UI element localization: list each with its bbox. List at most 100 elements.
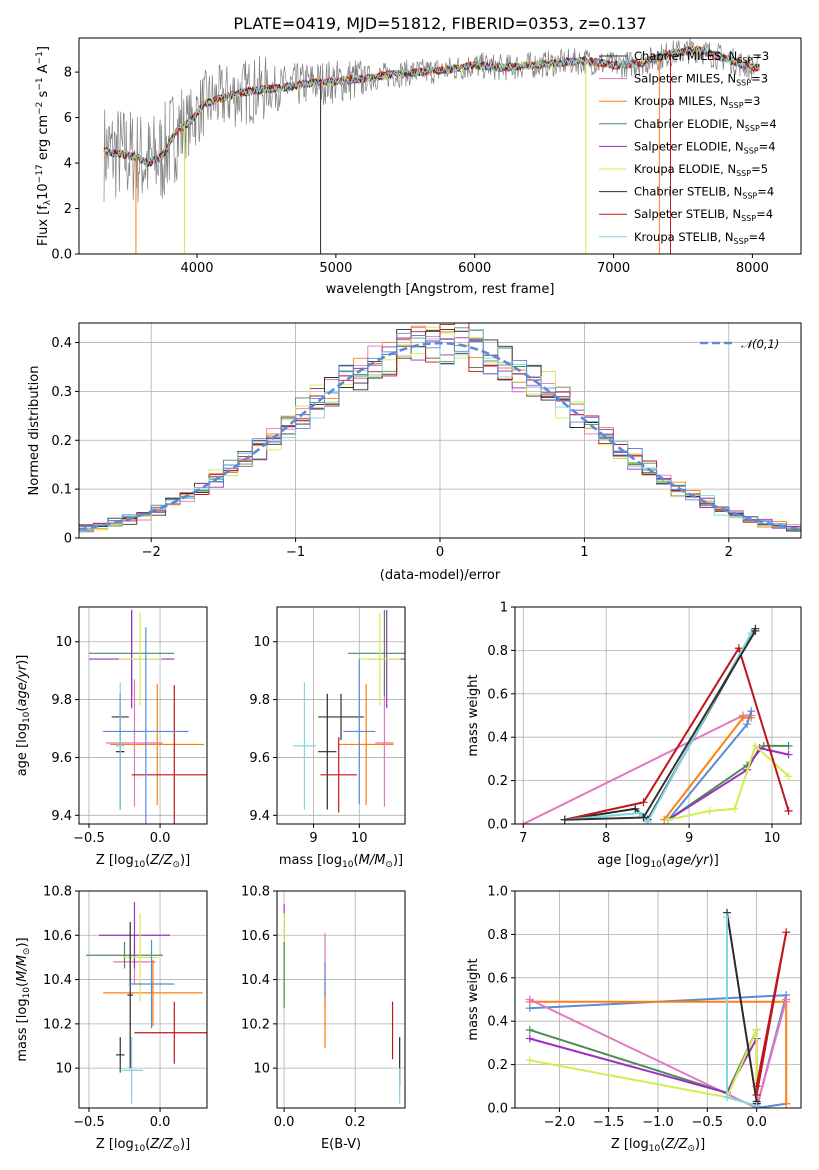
y-tick-label: 0.0 xyxy=(487,818,508,833)
series-marker xyxy=(784,806,793,815)
y-axis-label: Normed distribution xyxy=(27,366,42,496)
legend-label: Kroupa ELODIE, NSSP=5 xyxy=(634,162,768,178)
x-tick-label: 0.0 xyxy=(274,1115,295,1130)
x-tick-label: 8000 xyxy=(736,261,769,276)
x-tick-label: 8 xyxy=(602,831,610,846)
series-marker xyxy=(631,804,640,813)
y-axis-label: mass [log10(M/M⊙)] xyxy=(15,937,32,1061)
x-tick-label: 0.0 xyxy=(150,831,171,846)
series-marker xyxy=(635,809,644,818)
series-marker xyxy=(723,913,732,922)
y-tick-label: 0.8 xyxy=(487,928,508,943)
legend-label: Chabrier MILES, NSSP=3 xyxy=(634,49,769,65)
series-marker xyxy=(752,1090,761,1099)
y-tick-label: 0 xyxy=(64,532,72,547)
series-marker xyxy=(525,995,534,1004)
y-tick-label: 0.2 xyxy=(487,1058,508,1073)
series-marker xyxy=(784,741,793,750)
errorbar-kroupa-stelib xyxy=(293,682,316,810)
y-tick-label: 10.2 xyxy=(241,1017,270,1032)
y-tick-label: 10 xyxy=(55,635,72,650)
x-tick-label: 6000 xyxy=(458,261,491,276)
x-tick-label: 0.0 xyxy=(150,1115,171,1130)
y-tick-label: 10 xyxy=(55,1062,72,1077)
series-chabrier-stelib xyxy=(560,624,760,824)
x-tick-label: −1.5 xyxy=(593,1115,625,1130)
legend-label: Salpeter ELODIE, NSSP=4 xyxy=(634,139,776,155)
series-marker xyxy=(738,713,747,722)
errorbar-chabrier-miles xyxy=(318,693,364,741)
legend-label: 𝒩(0,1) xyxy=(741,337,779,351)
y-tick-label: 10.8 xyxy=(43,885,72,900)
series-kroupa-elodie xyxy=(664,741,793,824)
plot-area-mass_vs_EBV xyxy=(283,904,401,1104)
series-marker xyxy=(525,1025,534,1034)
y-tick-label: 9.8 xyxy=(51,693,72,708)
series-marker xyxy=(751,741,760,750)
errorbar-blue xyxy=(343,659,376,804)
series-marker xyxy=(747,707,756,716)
x-tick-label: 4000 xyxy=(180,261,213,276)
panel-mass_vs_Z: −0.5 0.0 10 10.2 10.4 10.6 10.8 Z [log10(Z/Z⊙)]… xyxy=(15,885,208,1154)
y-tick-label: 0.2 xyxy=(487,774,508,789)
series-marker xyxy=(639,813,648,822)
series-marker xyxy=(782,928,791,937)
series-salpeter-miles xyxy=(525,995,791,1108)
axes-frame xyxy=(78,37,802,255)
panel-weight_vs_age: 7 8 9 10 0.0 0.2 0.4 0.6 0.8 1 mass weight age [log… xyxy=(466,601,802,870)
plot-area-weight_vs_age xyxy=(519,624,793,824)
plot-area-weight_vs_Z xyxy=(525,908,791,1108)
errorbar-chabrier-miles xyxy=(115,1037,125,1073)
legend-label: Salpeter MILES, NSSP=3 xyxy=(634,72,768,88)
x-axis-label: E(B-V) xyxy=(321,1137,361,1152)
series-marker xyxy=(639,798,648,807)
y-tick-label: 0.4 xyxy=(487,731,508,746)
series-marker xyxy=(560,815,569,824)
series-marker xyxy=(752,1025,761,1034)
y-tick-label: 0.2 xyxy=(51,434,72,449)
panel-age_vs_Z: −0.5 0.0 9.4 9.6 9.8 10 Z [log10(Z/Z⊙)] age [lo… xyxy=(15,606,208,870)
legend-label: Kroupa STELIB, NSSP=4 xyxy=(634,230,765,246)
y-tick-label: 6 xyxy=(64,111,72,126)
y-tick-label: 10 xyxy=(253,1062,270,1077)
x-tick-label: 7 xyxy=(519,831,527,846)
errorbar-blue xyxy=(128,939,175,1029)
y-tick-label: 0.6 xyxy=(487,971,508,986)
y-tick-label: 10.6 xyxy=(43,929,72,944)
x-tick-label: −1 xyxy=(286,545,305,560)
y-tick-label: 10.4 xyxy=(43,973,72,988)
x-tick-label: 10 xyxy=(351,831,368,846)
errorbar-salpeter-elodie xyxy=(98,902,171,969)
y-tick-label: 10.8 xyxy=(241,885,270,900)
plot-area-residuals xyxy=(79,323,801,533)
y-tick-label: 1.0 xyxy=(487,885,508,900)
series-marker xyxy=(734,644,743,653)
series-marker xyxy=(752,1082,761,1091)
y-tick-label: 0.4 xyxy=(487,1015,508,1030)
y-tick-label: 10.4 xyxy=(241,973,270,988)
model-line-kroupa-stelib xyxy=(103,45,760,166)
x-tick-label: 10 xyxy=(764,831,781,846)
errorbar-chabrier-elodie xyxy=(347,609,405,697)
series-marker xyxy=(519,820,528,824)
series-line xyxy=(667,710,753,821)
errorbar-salpeter-stelib xyxy=(320,737,357,813)
x-axis-label: Z [log10(Z/Z⊙)] xyxy=(611,1137,705,1154)
y-tick-label: 4 xyxy=(64,157,72,172)
x-axis-label: age [log10(age/yr)] xyxy=(597,853,719,870)
y-tick-label: 10.6 xyxy=(241,929,270,944)
errorbar-chabrier-stelib xyxy=(318,693,337,810)
plot-area-age_vs_Z xyxy=(88,609,207,824)
y-tick-label: 1 xyxy=(500,601,508,616)
errorbar-kroupa-miles xyxy=(338,683,394,806)
legend-label: Chabrier ELODIE, NSSP=4 xyxy=(634,117,777,133)
series-marker xyxy=(723,1093,732,1102)
errorbar-salpeter-stelib xyxy=(134,1001,207,1064)
series-marker xyxy=(730,804,739,813)
x-axis-label: wavelength [Angstrom, rest frame] xyxy=(326,282,555,297)
x-tick-label: −0.5 xyxy=(73,1115,105,1130)
plot-area-age_vs_mass xyxy=(293,609,405,813)
normal-curve-line xyxy=(79,341,801,531)
series-salpeter-stelib xyxy=(752,928,791,1099)
